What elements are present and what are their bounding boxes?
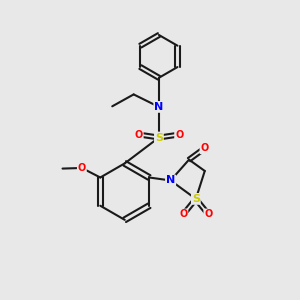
Text: O: O — [78, 163, 86, 173]
Text: S: S — [192, 194, 200, 204]
Text: O: O — [135, 130, 143, 140]
Text: N: N — [166, 176, 175, 185]
Text: O: O — [179, 209, 188, 219]
Text: O: O — [204, 209, 212, 219]
Text: O: O — [175, 130, 183, 140]
Text: O: O — [200, 143, 208, 153]
Text: N: N — [154, 102, 164, 112]
Text: S: S — [155, 133, 163, 142]
